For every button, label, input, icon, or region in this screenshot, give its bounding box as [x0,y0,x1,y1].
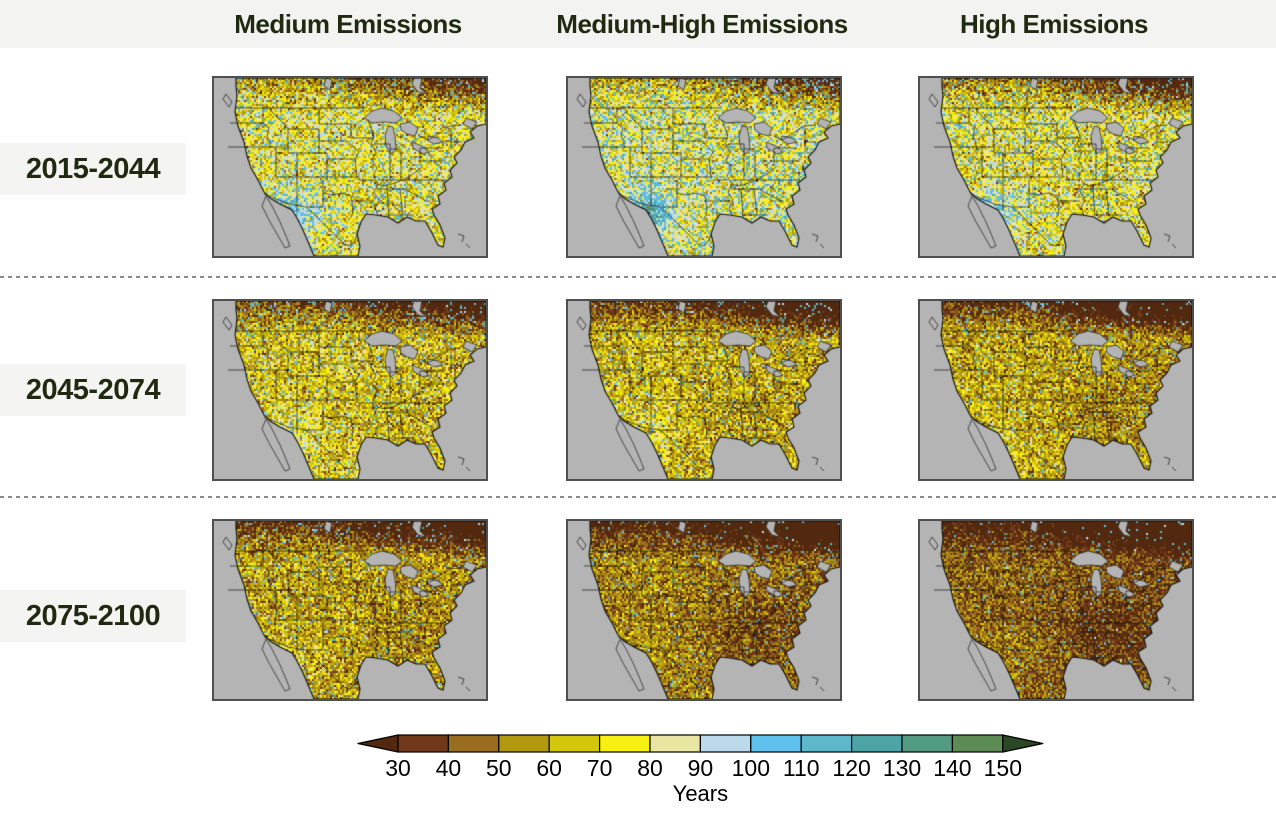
colorbar-tick-label: 50 [486,755,512,781]
colorbar-segment [397,734,450,753]
row-label-2075-2100: 2075-2100 [0,590,186,642]
map-panel-2015-2044-medium-high-emissions [566,76,842,258]
column-header-medium-emissions: Medium Emissions [234,9,462,39]
colorbar-tick-label: 30 [385,755,411,781]
header-band [0,0,1276,48]
column-header-high-emissions: High Emissions [959,9,1149,39]
colorbar-segment [851,734,903,753]
colorbar-tick-label: 90 [688,755,714,781]
colorbar-tick-label: 130 [883,755,921,781]
colorbar-segment [649,734,702,753]
column-header-medium-high-emissions: Medium-High Emissions [556,9,848,39]
colorbar-tick-label: 60 [536,755,562,781]
colorbar-tick-label: 120 [832,755,870,781]
colorbar-segment [699,734,752,753]
map-panel-2045-2074-medium-high-emissions [566,299,842,481]
colorbar-tick-label: 70 [587,755,613,781]
colorbar-tick-label: 110 [783,755,820,781]
colorbar-segment [750,734,802,753]
colorbar-segment [447,734,500,753]
colorbar-tick-label: 40 [436,755,462,781]
map-panel-2075-2100-medium-high-emissions [566,519,842,701]
map-panel-2075-2100-high-emissions [918,519,1194,701]
colorbar-tick-label: 150 [984,755,1022,781]
map-panel-2015-2044-medium-emissions [212,76,488,258]
row-label-2015-2044: 2015-2044 [0,143,186,195]
map-panel-2045-2074-high-emissions [918,299,1194,481]
row-separator-2 [0,496,1276,498]
map-panel-2045-2074-medium-emissions [212,299,488,481]
colorbar-segment [548,734,601,753]
colorbar-segment [599,734,651,753]
row-separator-1 [0,276,1276,278]
colorbar-tick-label: 100 [732,755,770,781]
colorbar-tick-label: 140 [933,755,971,781]
colorbar-segment [951,734,1004,753]
colorbar-years-label: Years [673,781,728,806]
colorbar-segment [800,734,853,753]
colorbar-segment [901,734,954,753]
map-panel-2015-2044-high-emissions [918,76,1194,258]
colorbar-segment [498,734,550,753]
row-label-2045-2074: 2045-2074 [0,364,186,416]
colorbar-under-arrow [357,734,399,753]
colorbar-svg: 30 40 50 60 70 80 90 100 110 120 130 140 150 Years [357,734,1044,806]
colorbar-tick-label: 80 [637,755,663,781]
map-panel-2075-2100-medium-emissions [212,519,488,701]
colorbar-legend: 30 40 50 60 70 80 90 100 110 120 130 140 150 Years [352,731,1044,811]
colorbar-over-arrow [1002,734,1044,753]
